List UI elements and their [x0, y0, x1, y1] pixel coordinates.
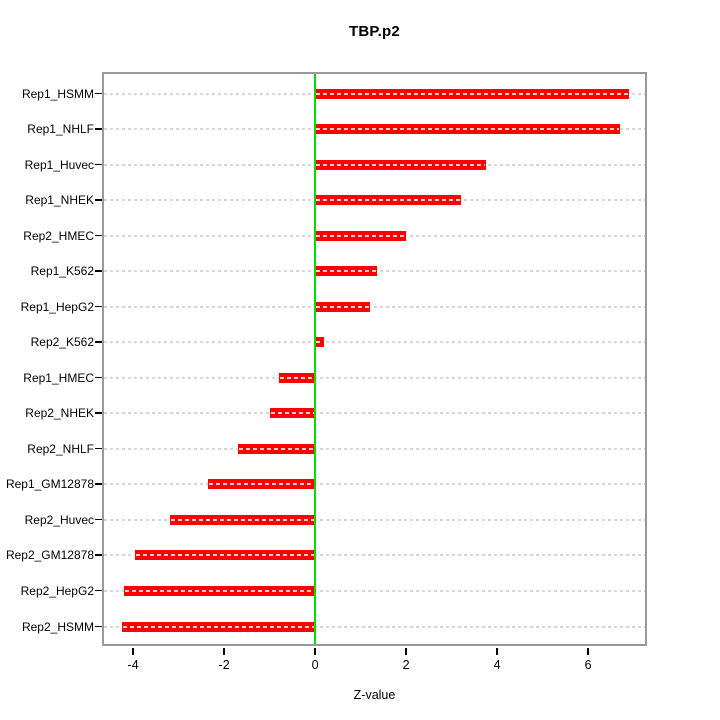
- bar: [315, 337, 325, 348]
- y-axis-label: Rep1_HepG2: [20, 299, 94, 314]
- gridline: [104, 589, 645, 592]
- x-axis-title: Z-value: [353, 688, 396, 702]
- gridline: [104, 305, 645, 308]
- y-axis-label: Rep1_GM12878: [5, 477, 94, 492]
- bar-stripe: [125, 589, 315, 592]
- x-axis-tick: [314, 648, 316, 655]
- y-axis-label: Rep1_Huvec: [24, 157, 94, 172]
- bar-stripe: [136, 554, 315, 557]
- bar-stripe: [316, 199, 460, 202]
- gridline: [104, 447, 645, 450]
- y-axis-label: Rep2_K562: [30, 335, 94, 350]
- x-axis-tick-label: 6: [584, 658, 592, 672]
- x-axis-tick: [496, 648, 498, 655]
- y-axis-label: Rep2_HepG2: [20, 583, 94, 598]
- x-axis-tick-label: 4: [493, 658, 501, 672]
- gridline: [104, 625, 645, 628]
- y-axis-label: Rep2_GM12878: [5, 548, 94, 563]
- y-axis-label: Rep2_Huvec: [24, 512, 94, 527]
- y-axis-tick: [95, 518, 102, 521]
- y-axis-label: Rep2_HMEC: [23, 228, 94, 243]
- y-axis-label: Rep1_HSMM: [21, 86, 94, 101]
- bar: [278, 372, 316, 383]
- bar: [315, 266, 377, 277]
- bar: [315, 88, 630, 99]
- bar: [315, 124, 620, 135]
- y-axis-label: Rep1_NHLF: [27, 122, 94, 137]
- bar-stripe: [316, 305, 369, 308]
- y-axis-tick: [95, 128, 102, 130]
- x-axis-tick: [223, 648, 225, 655]
- y-axis-tick: [95, 163, 102, 166]
- bar: [121, 621, 316, 632]
- bar-stripe: [316, 270, 376, 273]
- chart-title: TBP.p2: [349, 23, 400, 40]
- gridline: [104, 376, 645, 379]
- bar-stripe: [122, 625, 315, 628]
- gridline: [104, 554, 645, 557]
- y-axis-tick: [95, 447, 102, 450]
- bar-stripe: [316, 341, 324, 344]
- bar: [237, 443, 316, 454]
- x-axis-tick-label: -2: [218, 658, 230, 672]
- y-axis-label: Rep2_NHLF: [27, 441, 94, 456]
- y-axis-label: Rep2_NHEK: [25, 406, 94, 421]
- bar-stripe: [316, 163, 485, 166]
- bar: [315, 301, 370, 312]
- y-axis-tick: [95, 305, 102, 308]
- gridline: [104, 518, 645, 521]
- bar-stripe: [316, 128, 619, 131]
- y-axis-tick: [95, 554, 102, 556]
- plot-area: [102, 72, 647, 646]
- gridline: [104, 412, 645, 415]
- y-axis-tick: [95, 270, 102, 272]
- bar: [315, 159, 486, 170]
- bar-stripe: [238, 447, 315, 450]
- y-axis-tick: [95, 412, 102, 414]
- y-axis-tick: [95, 625, 102, 627]
- y-axis-label: Rep1_HMEC: [23, 370, 94, 385]
- y-axis-tick: [95, 376, 102, 379]
- bar: [208, 479, 316, 490]
- y-axis-tick: [95, 589, 102, 592]
- y-axis-label: Rep1_K562: [30, 264, 94, 279]
- x-axis-tick-label: -4: [127, 658, 139, 672]
- bar-stripe: [209, 483, 315, 486]
- y-axis-tick: [95, 234, 102, 237]
- x-axis-tick: [132, 648, 134, 655]
- bar-stripe: [316, 92, 629, 95]
- bar-stripe: [279, 376, 315, 379]
- bar: [269, 408, 316, 419]
- bar: [315, 195, 461, 206]
- bar-stripe: [270, 412, 315, 415]
- zero-line: [314, 74, 317, 644]
- bar: [135, 550, 316, 561]
- y-axis-tick: [95, 341, 102, 343]
- bar: [315, 230, 407, 241]
- y-axis-label: Rep2_HSMM: [21, 619, 94, 634]
- y-axis-tick: [95, 199, 102, 201]
- y-axis-label: Rep1_NHEK: [25, 193, 94, 208]
- y-axis-tick: [95, 92, 102, 94]
- bar-stripe: [170, 518, 315, 521]
- gridline: [104, 483, 645, 486]
- x-axis-tick-label: 2: [402, 658, 410, 672]
- bar-stripe: [316, 234, 406, 237]
- bar: [169, 514, 316, 525]
- x-axis-tick: [405, 648, 407, 655]
- x-axis-tick: [587, 648, 589, 655]
- x-axis-tick-label: 0: [311, 658, 319, 672]
- bar: [124, 585, 316, 596]
- y-axis-tick: [95, 483, 102, 485]
- gridline: [104, 341, 645, 344]
